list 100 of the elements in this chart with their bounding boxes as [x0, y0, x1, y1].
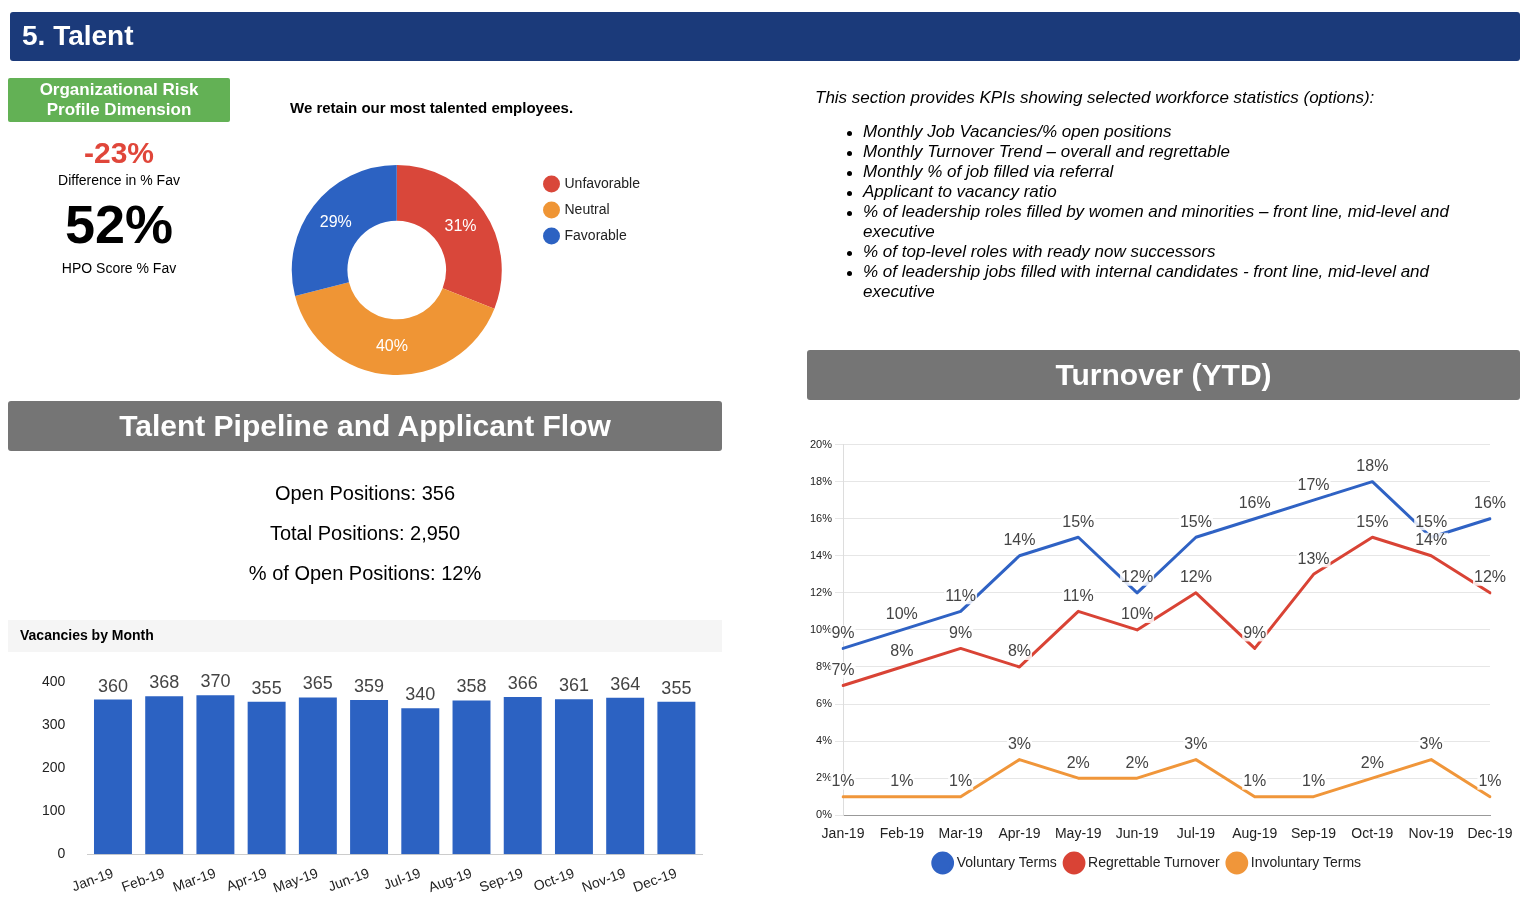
- data-label: 360: [97, 675, 128, 696]
- x-tick-label: Sep-19: [1290, 825, 1337, 842]
- x-tick-label: Oct-19: [531, 864, 577, 894]
- bar: [93, 699, 132, 855]
- text: Monthly % of job filled via referral: [863, 162, 1114, 181]
- legend-label: Involuntary Terms: [1250, 853, 1362, 870]
- bar: [606, 697, 645, 855]
- y-tick-label: 300: [42, 716, 66, 733]
- bar: [298, 697, 337, 855]
- x-tick-label: Nov-19: [1408, 825, 1454, 842]
- data-label: 2%: [1125, 753, 1149, 771]
- data-label: 340: [405, 684, 436, 705]
- y-tick-label: 200: [42, 759, 66, 776]
- text: Monthly Job Vacancies/% open positions: [863, 122, 1172, 141]
- data-label: 14%: [1415, 531, 1448, 549]
- bar: [196, 695, 235, 855]
- legend-label: Favorable: [564, 226, 627, 243]
- y-tick-label: 100: [42, 802, 66, 819]
- text: % of leadership jobs filled with internal candidates - front line, mid-level and executive: [863, 262, 1430, 301]
- data-label: 2%: [1066, 753, 1090, 771]
- x-tick-label: Jul-19: [1176, 825, 1216, 842]
- data-label: 15%: [1356, 512, 1389, 530]
- x-tick-label: Mar-19: [938, 825, 984, 842]
- y-tick-label: 0%: [816, 808, 833, 821]
- data-label: 366: [507, 672, 538, 693]
- data-label: 15%: [1415, 512, 1448, 530]
- text: % of top-level roles with ready now successors: [863, 242, 1216, 261]
- x-tick-label: Feb-19: [879, 825, 925, 842]
- data-label: 8%: [890, 642, 914, 660]
- y-tick-label: 6%: [816, 697, 833, 710]
- data-label: 3%: [1184, 735, 1208, 753]
- data-label: 10%: [885, 605, 918, 623]
- data-label: 18%: [1356, 457, 1389, 475]
- data-label: 3%: [1419, 735, 1443, 753]
- data-label: 12%: [1121, 568, 1154, 586]
- data-label: 11%: [945, 586, 977, 604]
- text: % of leadership roles filled by women and minorities – front line, mid-level and executive: [863, 202, 1449, 241]
- bar: [401, 708, 440, 855]
- bar: [350, 700, 389, 855]
- data-label: 368: [149, 672, 180, 693]
- data-label: 29%: [319, 213, 352, 231]
- data-label: 355: [661, 677, 692, 698]
- data-label: 16%: [1238, 494, 1271, 512]
- text: Applicant to vacancy ratio: [863, 182, 1057, 201]
- x-tick-label: Apr-19: [998, 825, 1041, 842]
- data-label: 12%: [1179, 568, 1212, 586]
- x-tick-label: Sep-19: [477, 864, 526, 896]
- bar: [657, 701, 696, 855]
- data-label: 359: [354, 675, 385, 696]
- text: This section provides KPIs showing selected workforce statistics (options):: [815, 88, 1376, 108]
- data-label: 8%: [1007, 642, 1032, 660]
- y-tick-label: 400: [42, 673, 66, 690]
- data-label: 1%: [831, 772, 855, 790]
- y-tick-label: 0: [57, 845, 66, 862]
- bar: [452, 700, 491, 855]
- x-tick-label: Oct-19: [1351, 825, 1394, 842]
- data-label: 9%: [831, 623, 855, 641]
- y-tick-label: 10%: [809, 622, 833, 635]
- y-tick-label: 8%: [816, 659, 833, 672]
- data-label: 11%: [1062, 586, 1094, 604]
- legend-label: Regrettable Turnover: [1088, 853, 1220, 870]
- y-tick-label: 2%: [816, 771, 833, 784]
- text: 5. Talent: [10, 12, 1520, 61]
- bar: [145, 696, 184, 855]
- x-tick-label: Dec-19: [1467, 825, 1513, 842]
- x-tick-label: Jan-19: [69, 864, 116, 895]
- data-label: 364: [610, 673, 641, 694]
- chart-title: Vacancies by Month: [8, 620, 722, 652]
- data-label: 2%: [1360, 753, 1384, 771]
- data-label: 14%: [1003, 531, 1036, 549]
- x-tick-label: Aug-19: [1232, 825, 1278, 842]
- y-tick-label: 14%: [809, 548, 833, 561]
- data-label: 16%: [1473, 494, 1507, 512]
- data-label: 40%: [375, 337, 408, 355]
- data-label: 10%: [1121, 605, 1154, 623]
- data-label: 9%: [1243, 623, 1267, 641]
- data-label: 17%: [1297, 475, 1330, 493]
- bar: [247, 701, 286, 855]
- text: Organizational Risk Profile Dimension: [8, 78, 230, 122]
- data-label: 3%: [1007, 735, 1032, 753]
- chart-title: We retain our most talented employees.: [290, 99, 574, 116]
- legend-label: Unfavorable: [564, 174, 641, 191]
- text: Monthly Turnover Trend – overall and regrettable: [863, 142, 1230, 161]
- chart-title: Turnover (YTD): [807, 350, 1520, 400]
- text: Total Positions: 2,950: [268, 521, 462, 546]
- data-label: 7%: [831, 660, 855, 678]
- text: Difference in % Fav: [57, 172, 181, 188]
- x-tick-label: Jul-19: [381, 864, 423, 893]
- x-tick-label: Jun-19: [1115, 825, 1159, 842]
- text: Talent Pipeline and Applicant Flow: [8, 401, 722, 451]
- data-label: 1%: [949, 772, 973, 790]
- text: HPO Score % Fav: [60, 260, 178, 276]
- text: % of Open Positions: 12%: [247, 561, 483, 586]
- x-tick-label: Jan-19: [821, 825, 865, 842]
- legend-label: Neutral: [564, 200, 610, 217]
- data-label: 1%: [1478, 772, 1502, 790]
- bar: [554, 699, 593, 855]
- x-tick-label: May-19: [270, 864, 321, 896]
- data-label: 365: [302, 673, 333, 694]
- data-label: 31%: [444, 217, 477, 235]
